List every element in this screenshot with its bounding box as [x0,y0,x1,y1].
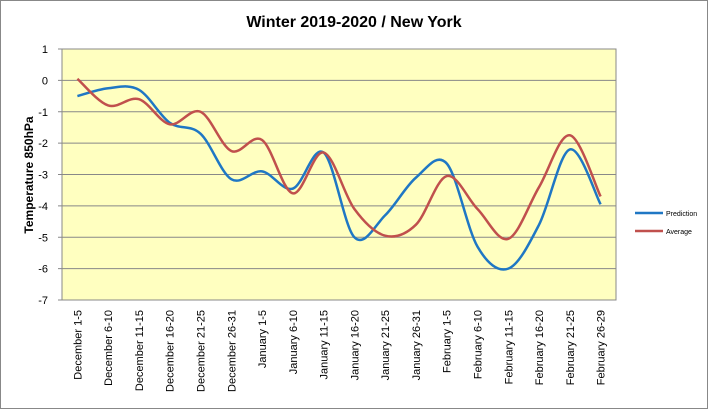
legend-label: Prediction [666,211,697,218]
y-tick-label: -6 [38,264,48,276]
x-tick-label: February 11-15 [503,310,515,384]
x-tick-label: February 21-25 [565,310,577,385]
x-tick-label: January 1-5 [257,310,269,368]
x-tick-label: December 6-10 [103,310,115,386]
y-tick-label: 0 [42,75,48,87]
chart-title: Winter 2019-2020 / New York [246,14,461,31]
x-tick-label: February 1-5 [442,310,454,373]
x-tick-label: January 21-25 [380,310,392,380]
y-tick-label: -3 [38,170,48,182]
y-tick-label: 1 [42,44,48,56]
y-tick-label: -1 [38,107,48,119]
x-tick-label: January 26-31 [411,310,423,380]
y-axis-label: Temperature 850hPa [22,116,36,233]
x-tick-label: December 21-25 [196,310,208,392]
x-tick-label: February 26-29 [596,310,608,385]
x-tick-label: January 11-15 [319,310,331,380]
y-tick-label: -2 [38,138,48,150]
x-tick-label: February 6-10 [473,310,485,379]
x-tick-label: January 6-10 [288,310,300,374]
y-tick-label: -4 [38,201,48,213]
line-series [77,85,602,271]
legend-label: Average [666,229,692,236]
x-tick-label: February 16-20 [534,310,546,385]
y-tick-label: -5 [38,232,48,244]
x-tick-label: December 1-5 [72,310,84,380]
x-tick-label: December 11-15 [134,310,146,391]
x-tick-label: January 16-20 [349,310,361,380]
y-tick-label: -7 [38,295,48,307]
x-tick-label: December 16-20 [165,310,177,392]
line-series [76,77,602,241]
x-tick-label: December 26-31 [226,310,238,392]
